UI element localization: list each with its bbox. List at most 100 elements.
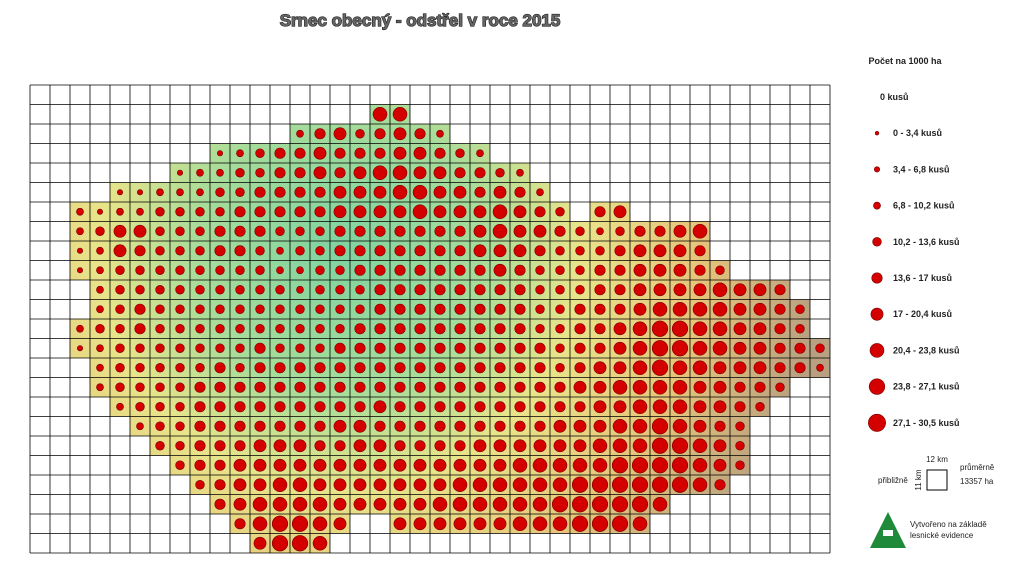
density-dot — [253, 439, 267, 453]
density-dot — [255, 168, 265, 178]
density-dot — [155, 304, 165, 314]
density-dot — [175, 207, 185, 217]
density-dot — [353, 185, 367, 199]
density-dot — [453, 458, 467, 472]
density-dot — [551, 496, 569, 513]
legend-symbol — [870, 307, 884, 321]
density-dot — [234, 401, 246, 413]
density-dot — [633, 302, 647, 316]
density-dot — [291, 535, 309, 552]
density-dot — [95, 324, 105, 334]
density-dot — [553, 419, 567, 433]
density-dot — [373, 478, 387, 492]
density-dot — [733, 302, 747, 316]
density-dot — [374, 342, 386, 354]
density-dot — [255, 265, 265, 275]
density-dot — [334, 362, 346, 374]
density-dot — [692, 301, 708, 317]
density-dot — [651, 437, 669, 454]
density-dot — [735, 460, 745, 470]
density-dot — [454, 323, 466, 335]
scale-height: 11 km — [914, 469, 923, 491]
density-dot — [532, 496, 548, 512]
density-dot — [733, 361, 747, 375]
density-dot — [534, 420, 546, 432]
density-dot — [816, 363, 824, 372]
density-dot — [692, 321, 708, 336]
density-dot — [115, 285, 125, 295]
density-dot — [295, 324, 305, 334]
density-dot — [473, 458, 487, 472]
density-dot — [355, 285, 365, 295]
density-dot — [214, 362, 226, 374]
density-dot — [272, 477, 288, 492]
density-dot — [254, 225, 266, 237]
density-dot — [516, 168, 524, 177]
density-dot — [77, 345, 84, 352]
density-dot — [175, 285, 185, 295]
density-dot — [176, 188, 184, 197]
density-dot — [554, 381, 566, 393]
density-dot — [335, 304, 345, 314]
density-dot — [454, 440, 466, 452]
density-dot — [292, 477, 308, 492]
density-dot — [373, 458, 387, 472]
scale-note-right: průměrně — [960, 463, 995, 472]
density-dot — [494, 401, 506, 413]
density-dot — [175, 402, 185, 412]
density-dot — [553, 439, 567, 453]
density-dot — [453, 205, 467, 219]
density-dot — [473, 517, 487, 531]
density-dot — [355, 129, 365, 139]
density-dot — [175, 382, 185, 392]
density-dot — [235, 187, 245, 197]
density-dot — [713, 380, 727, 394]
density-dot — [612, 438, 628, 453]
legend-symbol — [869, 343, 885, 358]
density-dot — [775, 382, 785, 392]
density-dot — [394, 381, 406, 393]
density-dot — [474, 264, 486, 276]
density-dot — [534, 342, 546, 354]
density-dot — [374, 303, 386, 315]
density-dot — [274, 401, 286, 413]
density-dot — [96, 266, 104, 275]
density-dot — [715, 265, 725, 275]
density-dot — [454, 303, 466, 315]
density-dot — [372, 165, 388, 181]
density-dot — [333, 185, 347, 199]
density-dot — [353, 458, 367, 472]
density-dot — [414, 264, 426, 276]
density-dot — [574, 323, 586, 335]
density-dot — [275, 324, 285, 334]
density-dot — [532, 477, 548, 492]
density-dot — [754, 381, 766, 393]
density-dot — [493, 517, 507, 531]
density-dot — [414, 381, 426, 393]
density-dot — [454, 284, 466, 296]
density-dot — [472, 496, 488, 512]
density-dot — [77, 267, 84, 274]
density-dot — [493, 244, 507, 258]
density-dot — [632, 379, 648, 395]
density-dot — [412, 185, 428, 200]
density-dot — [292, 496, 308, 512]
density-dot — [115, 265, 125, 275]
density-dot — [673, 283, 687, 297]
density-dot — [334, 381, 346, 393]
density-dot — [693, 419, 707, 433]
density-dot — [214, 459, 226, 471]
density-dot — [593, 361, 607, 375]
density-dot — [135, 402, 145, 412]
legend-label: 0 - 3,4 kusů — [893, 128, 942, 138]
density-dot — [295, 246, 305, 256]
density-dot — [195, 324, 205, 334]
density-dot — [514, 342, 526, 354]
density-dot — [295, 226, 305, 236]
density-dot — [474, 323, 486, 335]
density-dot — [433, 185, 447, 199]
density-dot — [574, 303, 586, 315]
density-dot — [513, 205, 527, 219]
density-dot — [312, 516, 328, 531]
density-dot — [133, 224, 147, 238]
